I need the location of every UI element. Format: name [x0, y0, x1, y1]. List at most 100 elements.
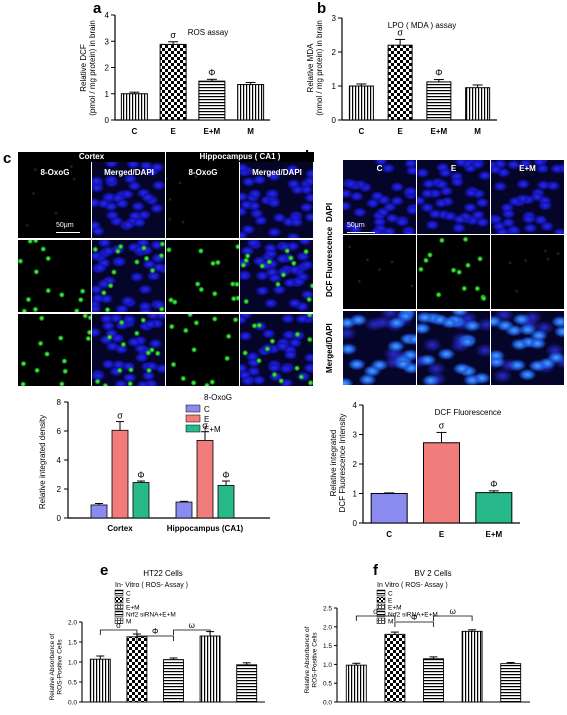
- x-tick-label: E: [439, 530, 445, 539]
- y-tick-label: 1.0: [323, 662, 332, 669]
- y-tick-label: 0.0: [323, 700, 332, 707]
- y-tick-label: 3: [332, 14, 337, 23]
- bar: [126, 636, 148, 703]
- chart-lpo-assay: 0 1 2 3 C Eσ E+M Φ M LPO ( MDA ) assay Relative MD…: [306, 14, 497, 136]
- x-tick-label: E+M: [485, 530, 502, 539]
- y-tick-label: 8: [57, 398, 62, 407]
- legend-swatch: [376, 589, 386, 596]
- significance-mark: Φ: [208, 67, 215, 77]
- x-tick-label: E: [170, 127, 176, 136]
- y-tick-label: 4: [105, 11, 110, 20]
- significance-mark: σ: [439, 420, 445, 430]
- bar: [348, 85, 374, 121]
- chart-title: ROS assay: [188, 28, 228, 37]
- legend-label: Nrf2 siRNA+E+M: [126, 612, 176, 619]
- y-axis-label: Relative integratedDCF Fluorescence Inte…: [329, 414, 347, 513]
- x-tick-label: E+M: [431, 127, 448, 136]
- bar: [159, 43, 187, 121]
- column-header: C: [376, 164, 383, 173]
- chart-dcf-fluorescence: 0 1 2 3 4 C Eσ E+M Φ DCF Fluorescence Relative int…: [329, 401, 520, 539]
- legend-swatch: [114, 617, 124, 624]
- y-tick-label: 6: [57, 427, 62, 436]
- micrograph-c: [240, 162, 313, 238]
- significance-mark: σ: [170, 30, 176, 40]
- legend-swatch: [376, 617, 386, 624]
- legend-swatch: [185, 404, 201, 413]
- bar: [423, 658, 444, 703]
- column-header: E+M: [519, 164, 536, 173]
- column-header-overlay: Merged/DAPI: [104, 168, 154, 177]
- micrograph-d: [417, 160, 490, 234]
- micrograph-c: [92, 162, 165, 238]
- y-tick-label: 0.5: [68, 680, 77, 687]
- bar: [196, 440, 214, 519]
- micrograph-d: [343, 160, 416, 234]
- panel-label-e: e: [100, 562, 109, 579]
- micrograph-c: [166, 240, 239, 312]
- x-tick-label: Cortex: [107, 524, 133, 533]
- micrograph-c: [92, 314, 165, 386]
- x-tick-label: E: [397, 127, 403, 136]
- y-tick-label: 1: [353, 490, 358, 499]
- panel-label-a: a: [93, 0, 102, 17]
- significance-mark: Φ: [222, 470, 229, 480]
- significance-mark: Φ: [435, 68, 442, 78]
- legend-swatch: [114, 589, 124, 596]
- legend-swatch: [376, 610, 386, 617]
- legend-swatch: [185, 414, 201, 423]
- significance-mark: σ: [373, 607, 378, 616]
- chart-title: 8-OxoG: [204, 393, 232, 402]
- chart-title: HT22 Cells: [143, 569, 183, 578]
- chart-title: LPO ( MDA ) assay: [388, 21, 456, 30]
- scale-bar: [56, 232, 80, 233]
- bar: [236, 664, 258, 703]
- legend-label: C: [126, 591, 131, 598]
- bar: [384, 633, 406, 703]
- significance-mark: Φ: [490, 479, 497, 489]
- micrograph-c: [18, 240, 91, 312]
- y-tick-label: 2: [353, 460, 358, 469]
- y-tick-label: 0: [332, 116, 337, 125]
- bar: [120, 93, 148, 121]
- x-tick-label: Hippocampus (CA1): [167, 524, 244, 533]
- y-tick-label: 0: [353, 519, 358, 528]
- micrograph-d: [491, 235, 564, 309]
- y-tick-label: 3: [105, 37, 110, 46]
- chart-ros-assay: 0 1 2 3 4 C Eσ E+M Φ M ROS assay Relative DCF(pmol …: [79, 11, 270, 136]
- legend-label: E+M: [204, 425, 221, 434]
- legend-label: E+M: [126, 605, 140, 612]
- micrograph-c: [240, 314, 313, 386]
- micrograph-d: [491, 311, 564, 385]
- micrograph-c: [166, 162, 239, 238]
- y-tick-label: 2: [332, 48, 337, 57]
- y-axis-label: Relative Absorbance ofROS-Positive Cells: [49, 633, 64, 700]
- bar: [237, 84, 265, 121]
- bar: [345, 664, 367, 703]
- legend-label: E: [126, 598, 131, 605]
- bar: [423, 442, 460, 524]
- significance-mark: Φ: [152, 627, 158, 636]
- scale-bar-label: 50μm: [56, 222, 74, 229]
- significance-bracket: [394, 621, 434, 627]
- y-tick-label: 2.0: [68, 620, 77, 627]
- chart-bv2-cells: BV 2 Cells In Vitro ( ROS- Assay ) CEE+MNr…: [304, 569, 530, 707]
- bar: [465, 87, 491, 121]
- y-tick-label: 2.5: [323, 606, 332, 613]
- bar: [163, 659, 184, 703]
- y-tick-label: 1: [105, 90, 110, 99]
- legend-label: E: [204, 415, 209, 424]
- micrograph-c: [18, 314, 91, 386]
- y-tick-label: 0.0: [68, 700, 77, 707]
- chart-ht22-cells: HT22 Cells In- Vitro ( ROS- Assay ) CEE+MN…: [49, 569, 265, 707]
- column-header-overlay: Merged/DAPI: [252, 168, 302, 177]
- y-tick-label: 4: [353, 401, 358, 410]
- y-tick-label: 2.0: [323, 624, 332, 631]
- micrograph-d: [417, 235, 490, 309]
- y-tick-label: 1.5: [323, 643, 332, 650]
- panel-label-c: c: [3, 150, 12, 167]
- micrograph-c: [92, 240, 165, 312]
- significance-bracket: [99, 629, 138, 635]
- significance-mark: σ: [117, 411, 123, 421]
- y-tick-label: 0: [57, 514, 62, 523]
